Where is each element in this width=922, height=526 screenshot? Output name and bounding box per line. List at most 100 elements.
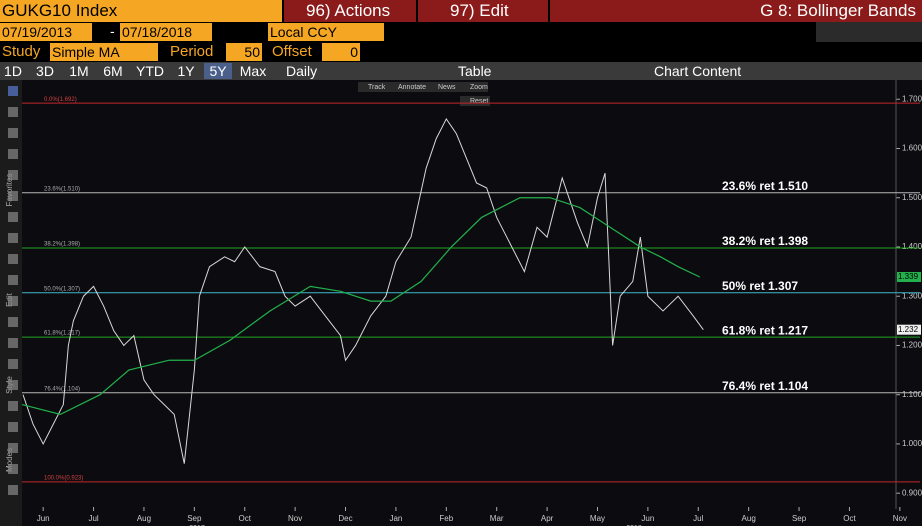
tool-icon[interactable] [8, 212, 18, 222]
x-tick-label: Mar [490, 514, 504, 523]
date-row [0, 22, 922, 42]
plot-bg [22, 80, 922, 526]
tool-icon[interactable] [8, 359, 18, 369]
x-tick-label: Apr [541, 514, 554, 523]
range-button[interactable]: 1Y [177, 63, 195, 79]
fib-tag: 23.6%(1.510) [44, 186, 80, 192]
chart-tools-bg [358, 82, 488, 92]
x-tick-label: Aug [137, 514, 151, 523]
fib-label: 50% ret 1.307 [722, 279, 798, 293]
y-tick-label: 1.300 [902, 291, 922, 300]
start-date[interactable]: 07/19/2013 [0, 23, 92, 41]
x-tick-label: Nov [288, 514, 302, 523]
chart-tool[interactable]: Annotate [398, 84, 426, 91]
y-tick-label: 1.700 [902, 94, 922, 103]
last-value-label: 1.232 [898, 325, 919, 334]
tool-icon[interactable] [8, 128, 18, 138]
x-tick-label: Jul [88, 514, 98, 523]
tool-icon[interactable] [8, 338, 18, 348]
tool-icon[interactable] [8, 86, 18, 96]
tool-icon[interactable] [8, 443, 18, 453]
reset-bg [460, 96, 490, 106]
dash: - [110, 23, 115, 39]
y-tick-label: 1.000 [902, 439, 922, 448]
last-value-tag [897, 324, 921, 335]
reset-button: Reset [470, 98, 488, 105]
fib-label: 23.6% ret 1.510 [722, 179, 808, 193]
fib-tag: 76.4%(1.104) [44, 386, 80, 392]
x-tick-label: Jan [389, 514, 402, 523]
fib-tag: 38.2%(1.398) [44, 242, 80, 248]
y-tick-label: 1.600 [902, 144, 922, 153]
edit-menu[interactable]: 97) Edit [418, 0, 548, 22]
period[interactable]: 50 [226, 43, 262, 61]
tool-icon[interactable] [8, 401, 18, 411]
fib-tag: 50.0%(1.307) [44, 286, 80, 292]
x-tick-label: Sep [187, 514, 202, 523]
study[interactable]: Simple MA [50, 43, 158, 61]
x-tick-label: Sep [792, 514, 807, 523]
frequency[interactable]: Daily [286, 63, 318, 79]
y-tick-label: 1.500 [902, 193, 922, 202]
tool-icon[interactable] [8, 485, 18, 495]
fib-label: 76.4% ret 1.104 [722, 379, 808, 393]
chart-content[interactable]: Chart Content [654, 63, 742, 79]
actions-menu[interactable]: 96) Actions [284, 0, 416, 22]
end-date[interactable]: 07/18/2018 [120, 23, 212, 41]
tool-icon[interactable] [8, 170, 18, 180]
year-label: 2017 [189, 525, 205, 526]
undo-redo[interactable] [816, 22, 922, 42]
chart-tool[interactable]: News [438, 84, 456, 91]
range-button[interactable]: Max [239, 63, 267, 79]
x-tick-label: Jun [37, 514, 50, 523]
x-tick-label: Oct [843, 514, 856, 523]
last-value-tag [897, 272, 921, 283]
x-tick-label: Aug [742, 514, 756, 523]
tool-icon[interactable] [8, 254, 18, 264]
table-button[interactable]: Table [458, 63, 492, 79]
fib-tag: 100.0%(0.923) [44, 475, 83, 481]
y-tick-label: 0.900 [902, 488, 922, 497]
fib-label: 38.2% ret 1.398 [722, 234, 808, 248]
tool-icon[interactable] [8, 233, 18, 243]
currency[interactable]: Local CCY [268, 23, 384, 41]
chart: Track Annotate News Zoom Reset 0.900 1.000 1.1… [21, 80, 922, 526]
y-tick-label: 1.100 [902, 390, 922, 399]
period-label: Period [170, 43, 214, 60]
tool-icon[interactable] [8, 422, 18, 432]
x-tick-label: Oct [239, 514, 252, 523]
tool-icon[interactable] [8, 149, 18, 159]
year-label: 2018 [626, 525, 642, 526]
tool-icon[interactable] [8, 191, 18, 201]
x-tick-label: Feb [439, 514, 453, 523]
x-tick-label: Jun [641, 514, 654, 523]
offset[interactable]: 0 [322, 43, 360, 61]
offset-label: Offset [272, 43, 312, 60]
range-button[interactable]: YTD [136, 63, 164, 79]
tool-icon[interactable] [8, 464, 18, 474]
x-tick-label: May [590, 514, 605, 523]
tool-icon[interactable] [8, 107, 18, 117]
x-tick-label: Dec [338, 514, 352, 523]
tool-icon[interactable] [8, 317, 18, 327]
tool-icon[interactable] [8, 296, 18, 306]
range-button[interactable]: 3D [36, 63, 54, 79]
security-title: GUKG10 Index [0, 0, 282, 22]
chart-tool[interactable]: Track [368, 84, 386, 91]
study-label: Study [2, 43, 41, 60]
tool-icon[interactable] [8, 275, 18, 285]
range-button[interactable]: 6M [103, 63, 123, 79]
range-button[interactable]: 1M [69, 63, 89, 79]
chart-name: G 8: Bollinger Bands [550, 0, 922, 22]
range-button[interactable]: 5Y [204, 63, 232, 79]
fib-tag: 61.8%(1.217) [44, 331, 80, 337]
fib-label: 61.8% ret 1.217 [722, 323, 808, 337]
x-tick-label: Nov [893, 514, 907, 523]
x-tick-label: Jul [693, 514, 703, 523]
range-button[interactable]: 1D [4, 63, 22, 79]
tool-icon[interactable] [8, 380, 18, 390]
chart-tool[interactable]: Zoom [470, 84, 488, 91]
range-buttons: 1D 3D 1M 6M YTD 1Y 5Y Max [0, 62, 285, 80]
y-tick-label: 1.200 [902, 341, 922, 350]
